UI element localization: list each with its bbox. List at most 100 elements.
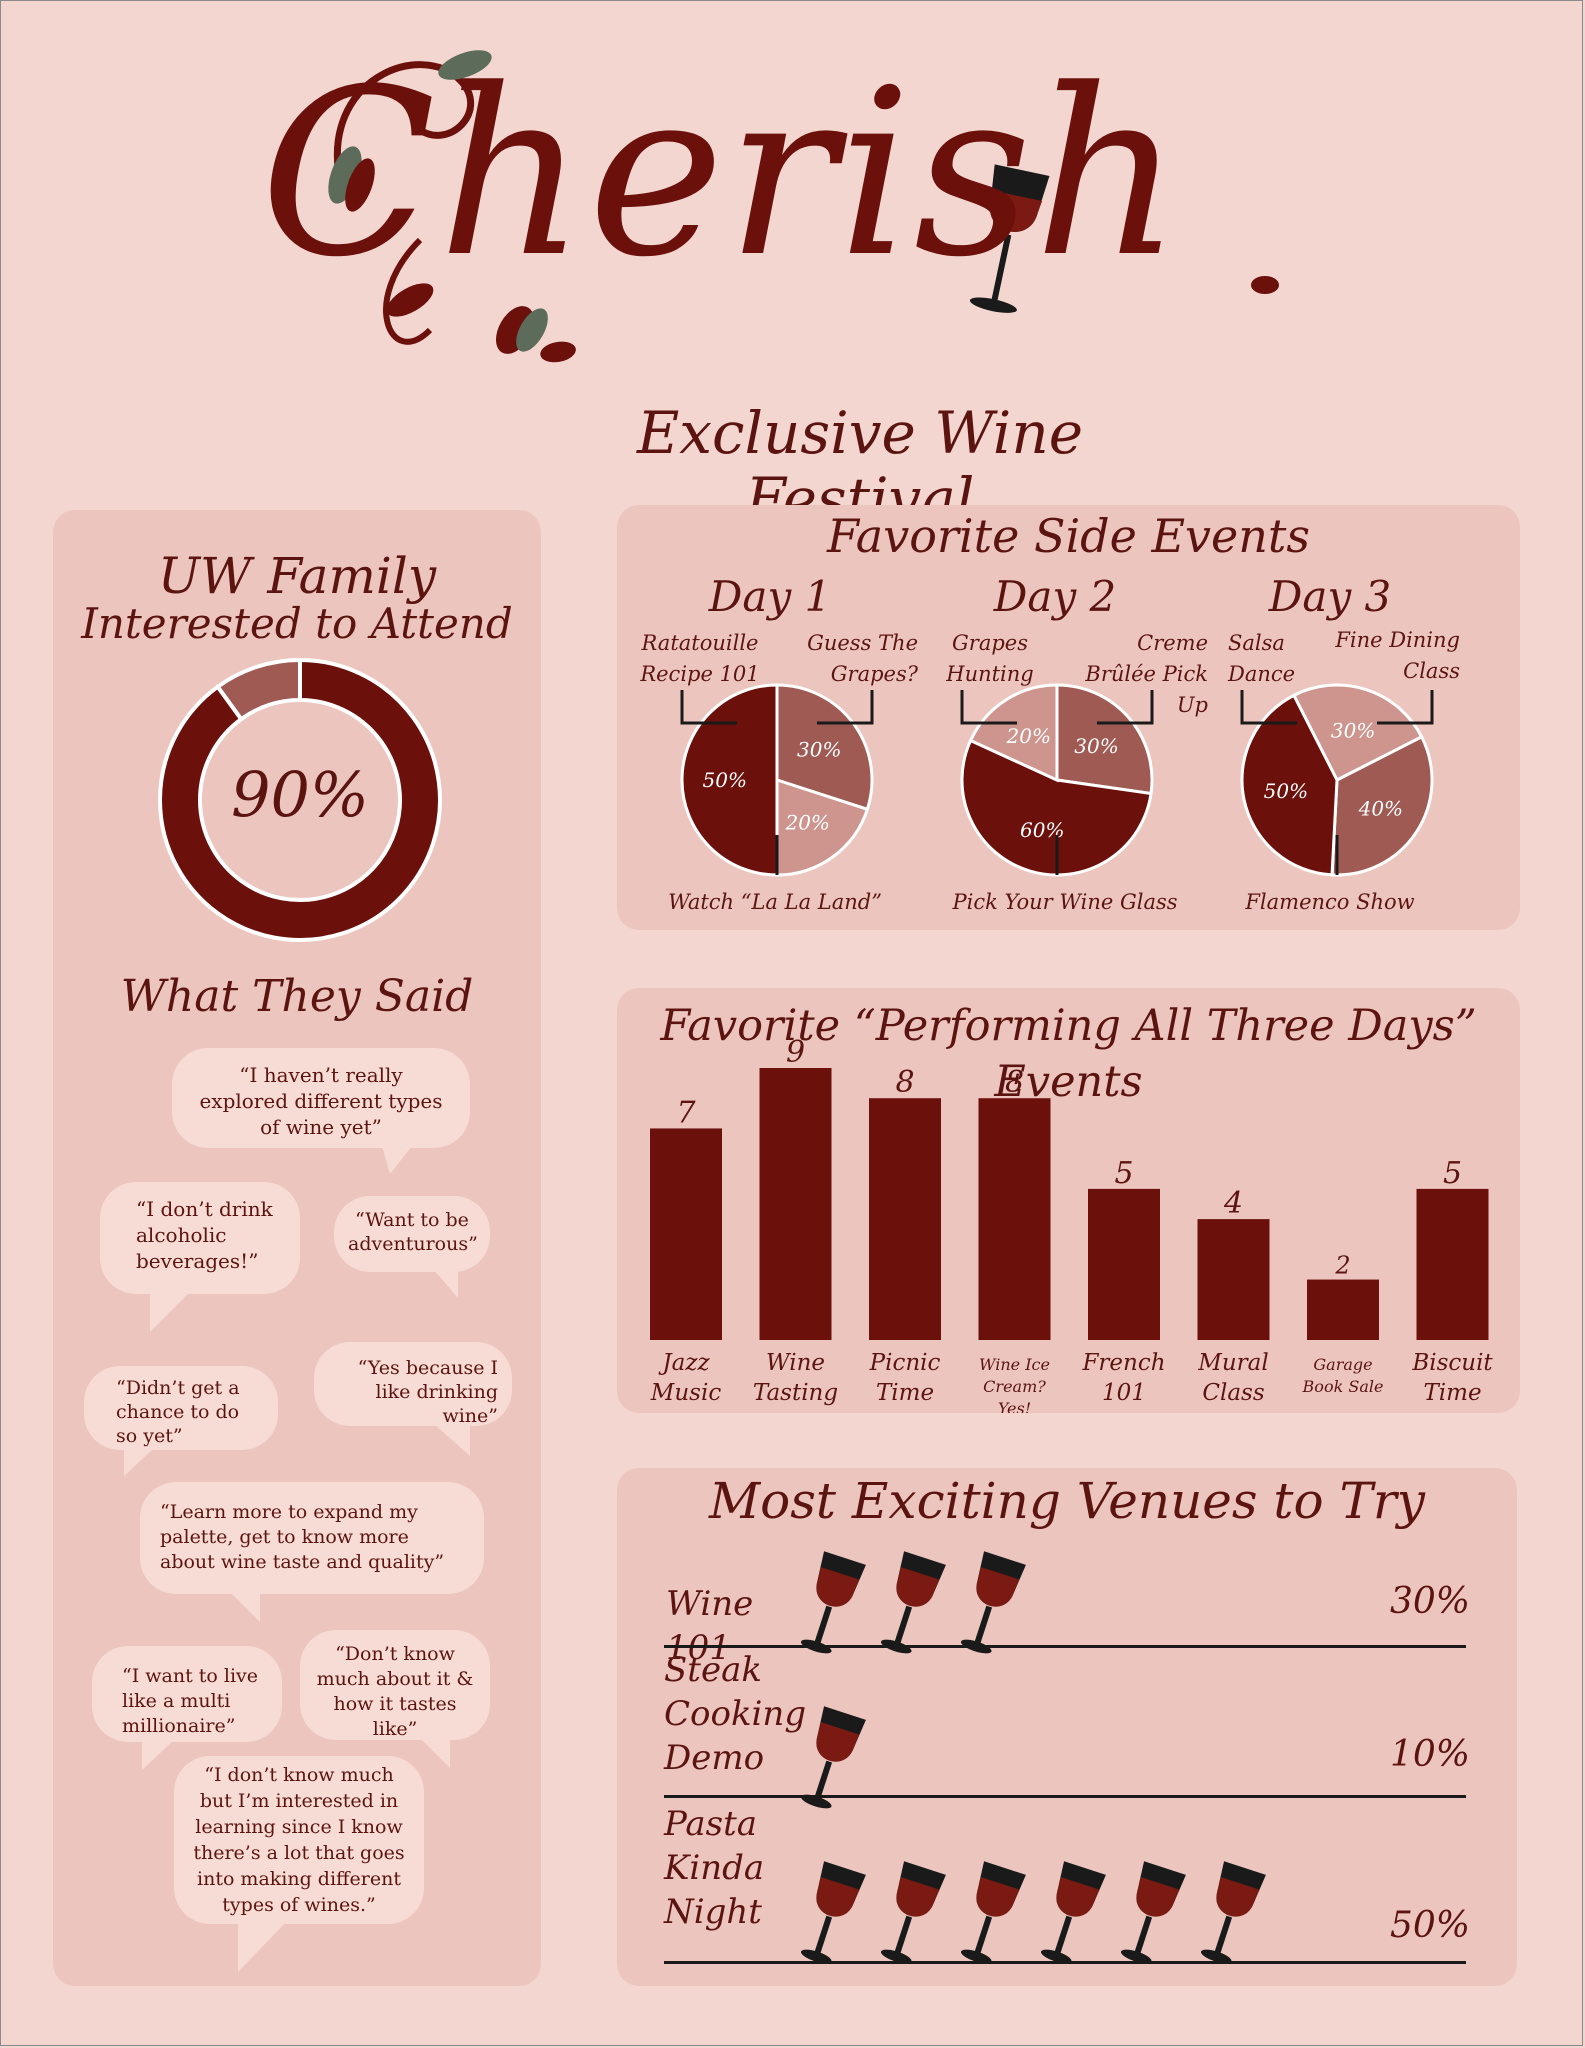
donut-segment-other [214,657,302,722]
day-2-slice-a-name: Grapes Hunting [946,631,1034,686]
pie-slice-label: 20% [784,810,829,834]
day-1-slice-b-name: Guess The Grapes? [807,631,918,686]
quote-text: “Yes because I like drinking wine” [357,1357,498,1427]
venue-name-1: Wine 101 [666,1584,754,1668]
quote-bubble: “I don’t know much but I’m interested in… [174,1756,424,1972]
venues-title: Most Exciting Venues to Try [708,1472,1426,1530]
leaf-icon [438,50,492,80]
venue-name-3: Pasta Kinda Night [664,1804,765,1932]
bar [1416,1188,1489,1340]
family-title-line2: Interested to Attend [81,599,513,648]
pie-slice-label: 30% [1331,718,1375,742]
day-2-label: Day 2 [993,572,1117,621]
day-1-slice-a-name: Ratatouille Recipe 101 [640,631,760,686]
bar [650,1128,722,1340]
pie-slice [775,777,870,877]
side-events-title: Favorite Side Events [827,509,1310,563]
family-percent-label: 90% [231,758,369,831]
bar-value-label: 5 [1443,1156,1462,1191]
leader-line [1377,690,1434,725]
side-events-pies: 50%30%20%30%60%20% 30%40%50% [680,683,1434,877]
quote-bubble: “Learn more to expand my palette, get to… [140,1482,484,1622]
pie-slice [968,683,1059,783]
wine-glass-icon [800,1551,866,1654]
venue-divider [664,1645,1466,1648]
leader-line [1097,690,1154,725]
bar-value-label: 7 [676,1095,696,1130]
quote-text: “Learn more to expand my palette, get to… [160,1501,445,1573]
wine-glass-icon [800,1706,866,1809]
quote-bubble: “Didn’t get a chance to do so yet” [84,1366,278,1476]
quote-bubble: “Yes because I like drinking wine” [314,1342,512,1456]
day-3-slice-b-name: Fine Dining Class [1335,628,1460,683]
quote-bubble: “I don’t drink alcoholic beverages!” [100,1182,300,1332]
day-2-slice-b-name: Creme Brûlée Pick Up [1085,631,1208,717]
quote-text: “Want to be adventurous” [348,1209,478,1255]
pie-slice [1055,683,1154,796]
leader-line [960,690,1017,725]
venue-percent-1: 30% [1389,1581,1470,1622]
bar-value-label: 2 [1334,1252,1350,1280]
leaf-icon [386,283,434,317]
day-1-label: Day 1 [708,572,832,621]
pie-slice-label: 50% [1264,779,1308,803]
pie-slice-label: 20% [1006,724,1051,748]
bar-value-label: 5 [1114,1156,1133,1191]
pie-slice-label: 30% [1074,734,1118,758]
bar [978,1098,1051,1340]
bar [1197,1219,1270,1340]
header-logo [328,50,1279,363]
bar [1088,1188,1160,1340]
quote-bubble: “Don’t know much about it & how it taste… [300,1630,490,1768]
vine-swirl [383,237,433,345]
quote-bubble: “Want to be adventurous” [334,1196,490,1298]
day-3-slice-c-name: Flamenco Show [1245,890,1415,914]
pie-slice [1330,734,1434,877]
leader-line [1240,690,1297,725]
bar-value-label: 4 [1223,1186,1243,1221]
bar-category-label: French 101 [1081,1350,1165,1406]
quote-text: “I want to live like a multi millionaire… [122,1665,259,1737]
bar-chart-title: Favorite “Performing All Three Days” Eve… [660,1001,1477,1107]
quote-text: “I don’t drink alcoholic beverages!” [136,1197,273,1273]
bar-category-label: Wine Ice Cream? Yes! [979,1355,1050,1413]
family-donut-chart [158,657,442,942]
bar-chart: 7 Jazz Music 9 Wine Tasting 8 Picnic Time 8 Wine I… [650,1035,1494,1413]
pie-slice-label: 40% [1358,796,1403,820]
venue-percent-2: 10% [1389,1734,1470,1775]
quote-text: “I don’t know much but I’m interested in… [193,1764,405,1916]
venue-glasses [800,1551,1266,1964]
day-1-slice-c-name: Watch “La La Land” [668,890,882,914]
bar-category-label: Garage Book Sale [1302,1355,1384,1396]
wine-glass-icon [960,1551,1026,1654]
leaf-icon [540,341,576,363]
donut-segment-interested [158,657,442,942]
day-3-slice-a-name: Salsa Dance [1228,631,1296,686]
bar-category-label: Wine Tasting [753,1350,838,1406]
day-2-slice-c-name: Pick Your Wine Glass [952,890,1178,914]
venue-percent-3: 50% [1389,1905,1470,1946]
pie-slice-label: 50% [703,768,747,792]
family-title-line1: UW Family [157,547,437,605]
bar-value-label: 8 [1005,1065,1024,1100]
leader-line [680,690,737,725]
bar-value-label: 8 [895,1065,914,1100]
leader-line [817,690,874,725]
quote-bubble: “I want to live like a multi millionaire… [92,1646,282,1770]
day-3-label: Day 3 [1268,572,1392,621]
wine-glass-icon [880,1551,946,1654]
bar-category-label: Jazz Music [650,1350,722,1406]
bar [1307,1279,1379,1340]
wine-glass-icon [880,1861,946,1964]
wine-glass-icon [800,1861,866,1964]
bar-value-label: 9 [786,1035,805,1070]
bar-category-label: Picnic Time [869,1350,941,1406]
bar-category-label: Mural Class [1197,1350,1268,1406]
pie-slice-label: 30% [797,737,841,761]
leaf-icon [516,308,548,352]
wine-glass-icon [1200,1861,1266,1964]
quote-bubble: “I haven’t really explored different typ… [172,1048,470,1174]
quote-text: “I haven’t really explored different typ… [199,1063,443,1139]
pie-slice [1240,693,1339,877]
